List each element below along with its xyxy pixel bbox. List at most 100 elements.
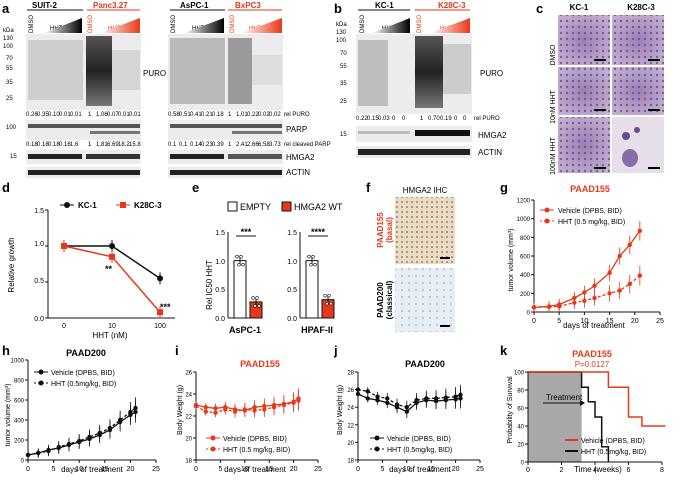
kda-mark: 25 <box>340 99 347 105</box>
parp-blot <box>168 120 283 140</box>
data-point <box>355 391 361 397</box>
y-tick-label: 1.0 <box>34 241 44 248</box>
y-tick-label: 1.5 <box>215 230 225 237</box>
data-point <box>607 270 612 275</box>
x-tick-label: 0 <box>526 467 530 474</box>
data-point <box>311 254 315 259</box>
panel-label-b: b <box>334 1 342 16</box>
y-tick-label: 40 <box>517 425 524 431</box>
x-axis-label: days of treatment <box>563 321 626 330</box>
cell-line-panc327: Panc3.27 <box>93 1 128 10</box>
survival-curve <box>528 371 666 427</box>
y-tick-label: 0.0 <box>215 316 225 323</box>
cell-line-suit2: SUIT-2 <box>32 1 57 10</box>
svg-text:1.01: 1.01 <box>236 112 248 118</box>
data-point <box>617 288 622 293</box>
svg-text:0.18: 0.18 <box>26 142 38 148</box>
survival-curve <box>528 371 610 462</box>
parp-quant-right: 0.1 0.1 0.14 0.23 0.39 1 2.41 2.66 6.58 3.73 <box>168 142 281 148</box>
svg-text:0.18: 0.18 <box>212 112 224 118</box>
y-axis-label: Rel IC50 HHT <box>205 260 214 310</box>
x-axis-label: days of treatment <box>61 465 124 474</box>
data-point <box>232 409 238 414</box>
legend-label: HHT (0.5mg/kg, BID) <box>387 447 452 454</box>
lane-dmso: DMSO <box>360 15 366 33</box>
data-point <box>257 304 261 308</box>
data-series <box>61 240 163 319</box>
svg-text:0.1: 0.1 <box>168 142 177 148</box>
x-axis-label: Time (weeks) <box>574 465 622 474</box>
data-point <box>572 300 577 305</box>
panel-b: KC-1 K28C-3 DMSO HHT DMSO HHT kDa 130 10… <box>336 1 507 158</box>
data-point <box>235 254 239 259</box>
y-tick-label: 24 <box>185 393 192 399</box>
puro-quant: 0.22 0.15 0.03 0 0 1 0.70 0.19 0 0 <box>356 116 467 122</box>
lane-dmso: DMSO <box>29 15 35 33</box>
puro-quant-right: 0.58 0.51 0.41 0.21 0.18 1 1.01 0.22 0.02 0.02 <box>168 112 281 118</box>
y-tick-label: 100 <box>514 371 525 377</box>
legend: Vehicle (DPBS, BID) HHT (0.5mg/kg, BID) <box>34 369 116 388</box>
data-point <box>443 395 449 400</box>
y-tick-label: 1200 <box>517 199 531 205</box>
lane-dmso: DMSO <box>171 15 177 33</box>
svg-text:0.02: 0.02 <box>258 112 270 118</box>
chart-subtitle: P=0.0127 <box>575 360 610 369</box>
y-tick-label: 1000 <box>11 359 25 365</box>
chart-title: PAAD155 <box>240 359 280 369</box>
data-point <box>323 293 327 298</box>
legend-label: HMGA2 WT <box>294 202 343 212</box>
svg-text:0.58: 0.58 <box>168 112 180 118</box>
svg-text:0.01: 0.01 <box>59 112 71 118</box>
svg-text:0.21: 0.21 <box>201 112 213 118</box>
svg-text:0.22: 0.22 <box>356 116 368 122</box>
bar <box>305 260 319 319</box>
panel-e: EMPTY HMGA2 WT Rel IC50 HHT 1.5 1.0 0.5 … <box>205 201 343 335</box>
legend: KC-1 K28C-3 <box>60 201 162 210</box>
y-tick-label: 1.0 <box>287 259 297 266</box>
data-point <box>87 434 92 440</box>
legend: EMPTY HMGA2 WT <box>227 201 343 212</box>
data-point <box>36 450 41 456</box>
ihc-title: HMGA2 IHC <box>403 186 448 195</box>
x-tick-label: 0 <box>194 466 198 473</box>
y-tick-label: 20 <box>347 441 354 447</box>
legend-label: Vehicle (DPBS, BID) <box>558 208 622 215</box>
x-axis-label: days of treatment <box>224 465 287 474</box>
data-point <box>365 389 370 394</box>
y-tick-label: 1.5 <box>287 230 297 237</box>
data-point <box>128 409 133 415</box>
kda-mark: 35 <box>340 81 347 87</box>
data-point <box>262 407 267 412</box>
x-tick-label: 0 <box>532 318 536 325</box>
data-point <box>107 425 113 431</box>
svg-text:15.8: 15.8 <box>129 142 141 148</box>
bar <box>233 260 247 319</box>
svg-text:0.19: 0.19 <box>440 116 452 122</box>
legend-label: EMPTY <box>240 202 271 212</box>
y-tick-label: 22 <box>185 415 192 421</box>
y-tick-label: 0.0 <box>34 316 44 323</box>
legend-label: HHT (0.5mg/kg, BID) <box>51 381 116 388</box>
treatment-label: Treatment <box>546 393 583 402</box>
data-point <box>61 243 67 249</box>
x-tick-label: 15 <box>427 466 435 473</box>
y-tick-label: 22 <box>347 423 354 429</box>
kda-mark: 55 <box>6 66 13 72</box>
data-point <box>592 295 597 301</box>
kda-mark: 130 <box>3 36 14 42</box>
data-point <box>582 298 587 303</box>
y-tick-label: 400 <box>14 419 25 425</box>
svg-text:1: 1 <box>228 112 232 118</box>
x-tick-label: 10 <box>108 323 116 330</box>
kda-mark: 70 <box>340 51 347 57</box>
panel-labels: a b c d e f g h i j k <box>2 1 543 358</box>
y-axis-label: tumor volume (mm³) <box>508 228 515 291</box>
x-axis-label: days of treatment <box>389 465 452 474</box>
data-series <box>531 220 643 313</box>
data-point <box>109 253 115 260</box>
svg-text:0.18: 0.18 <box>48 142 60 148</box>
data-point <box>365 396 370 401</box>
x-tick-label: 25 <box>656 318 664 325</box>
row-label-10nm: 10nM HHT <box>550 89 557 124</box>
data-point <box>329 301 333 306</box>
